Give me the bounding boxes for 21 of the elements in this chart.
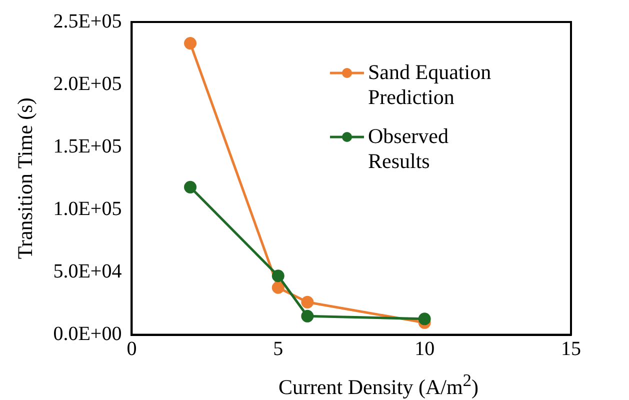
point	[418, 312, 431, 326]
point	[184, 37, 197, 50]
y-tick-label: 2.5E+05	[53, 10, 122, 32]
y-axis-title: Transition Time (s)	[13, 98, 38, 260]
legend-label: Observed Results	[368, 124, 450, 174]
x-tick-label: 15	[561, 338, 581, 360]
point	[184, 180, 197, 194]
x-tick-label: 5	[273, 338, 284, 360]
x-tick-label: 0	[126, 338, 137, 360]
y-tick-label: 1.5E+05	[53, 135, 122, 158]
y-tick-label: 2.0E+05	[53, 72, 122, 95]
point	[272, 270, 284, 282]
point	[301, 310, 314, 322]
x-tick-label: 10	[414, 338, 435, 360]
point	[272, 281, 284, 294]
y-tick-label: 5.0E+04	[53, 260, 122, 282]
y-tick-label: 1.0E+05	[53, 198, 122, 220]
y-tick-label: 0.0E+00	[53, 323, 122, 346]
x-axis-title: Current Density (A/m$^{2}$)	[277, 370, 480, 400]
legend-label: Sand Equation Prediction	[368, 60, 492, 110]
point	[301, 296, 314, 308]
